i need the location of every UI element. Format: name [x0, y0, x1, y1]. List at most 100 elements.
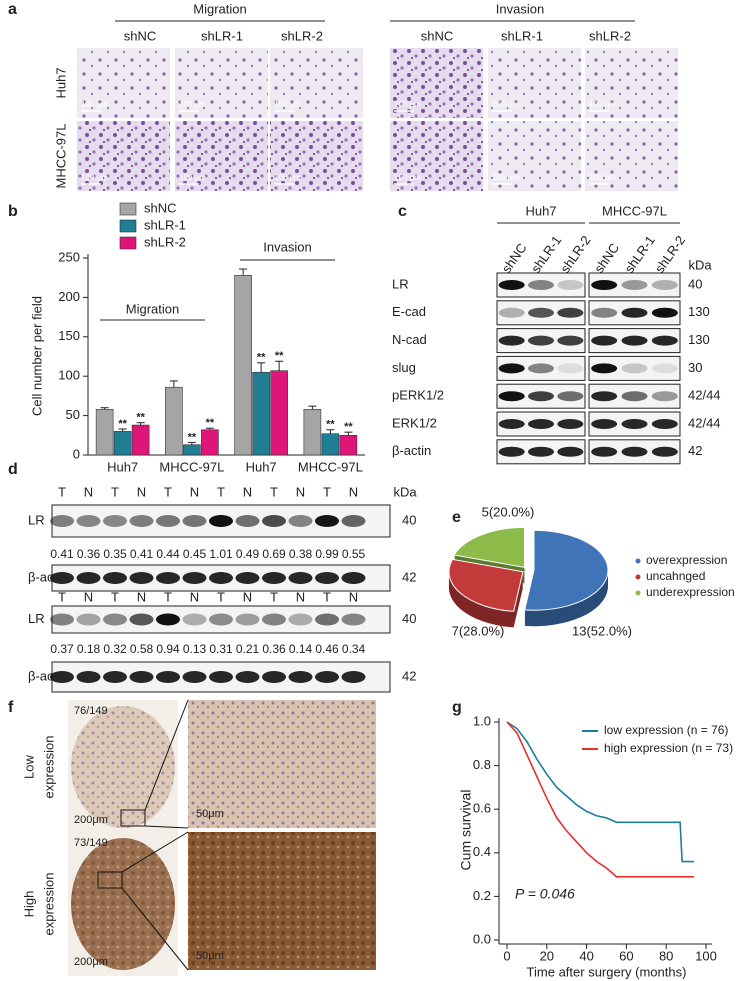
- band: [156, 572, 180, 584]
- zoom-image: [188, 700, 376, 828]
- lane-label: N: [190, 589, 199, 604]
- lane-label: T: [111, 484, 119, 499]
- lane-label: T: [58, 589, 66, 604]
- scale-bar-label: 100 μm: [179, 100, 206, 109]
- kda-label: 130: [688, 304, 710, 319]
- ratio-label: 1.01: [209, 547, 233, 561]
- blot-label: LR: [28, 512, 45, 527]
- band: [621, 307, 648, 318]
- band: [591, 446, 618, 457]
- survival-curve: [506, 721, 695, 878]
- band: [156, 671, 180, 683]
- zoom-line: [121, 887, 189, 971]
- legend-swatch: [119, 236, 137, 250]
- band: [528, 446, 554, 457]
- significance-marker: **: [275, 350, 284, 362]
- lane-label: N: [84, 589, 93, 604]
- band: [50, 671, 74, 683]
- y-tick-label: 100: [58, 368, 80, 383]
- panel-label: d: [8, 461, 18, 478]
- ratio-label: 0.37: [50, 642, 74, 656]
- slice-label: 13(52.0%): [572, 623, 632, 638]
- band: [315, 613, 339, 626]
- ratio-label: 0.18: [77, 642, 101, 656]
- x-tick-label: Huh7: [246, 459, 277, 474]
- band: [262, 671, 286, 683]
- bar: [201, 429, 219, 456]
- x-tick-label: 80: [659, 948, 673, 963]
- lane-label: T: [111, 589, 119, 604]
- y-tick-label: 0.4: [473, 844, 491, 859]
- lane-label: N: [137, 589, 146, 604]
- micrograph: [585, 121, 678, 191]
- micrograph: [175, 48, 268, 118]
- ratio-label: 0.21: [236, 642, 260, 656]
- band: [621, 363, 648, 374]
- band: [235, 515, 260, 527]
- y-tick-label: 0.0: [473, 931, 491, 946]
- band: [315, 572, 339, 584]
- legend-label: low expression (n = 76): [604, 723, 728, 737]
- blot-label: LR: [28, 611, 45, 626]
- band: [50, 613, 74, 626]
- scale-bar-label: 50μm: [196, 950, 224, 962]
- band: [182, 572, 207, 584]
- ratio-label: 0.14: [289, 642, 313, 656]
- bar: [321, 433, 340, 456]
- lane-label: T: [58, 484, 66, 499]
- band: [103, 671, 127, 683]
- y-axis-label: Cum survival: [458, 790, 474, 871]
- micrograph: [585, 48, 678, 118]
- bar: [95, 408, 114, 456]
- pie-slice: [524, 529, 609, 611]
- blot-label: pERK1/2: [392, 388, 444, 403]
- legend-label: underexpression: [646, 585, 735, 599]
- row-label: expression: [41, 873, 56, 936]
- band: [103, 613, 127, 626]
- micrograph: [77, 121, 170, 191]
- x-tick-label: 100: [695, 948, 717, 963]
- lane-label: shNC: [499, 240, 530, 275]
- band: [103, 515, 127, 527]
- band: [76, 613, 101, 626]
- lane-label: N: [296, 484, 305, 499]
- significance-marker: **: [257, 352, 266, 364]
- band: [76, 671, 101, 683]
- x-tick-label: Huh7: [107, 459, 138, 474]
- ratio-label: 0.41: [50, 547, 74, 561]
- lane-label: shLR-2: [557, 233, 593, 276]
- band: [341, 671, 366, 683]
- unit-label: kDa: [393, 484, 417, 499]
- lane-label: N: [296, 589, 305, 604]
- band: [528, 363, 554, 374]
- significance-marker: **: [344, 421, 353, 433]
- legend-label: shLR-2: [144, 234, 186, 249]
- band: [557, 307, 584, 318]
- band: [498, 363, 525, 374]
- lane-label: T: [217, 484, 225, 499]
- zoom-image: [188, 832, 376, 970]
- band: [651, 307, 678, 318]
- band: [209, 572, 233, 584]
- band: [651, 335, 678, 346]
- band: [557, 446, 584, 457]
- micrograph: [488, 121, 581, 191]
- band: [591, 280, 618, 290]
- kda-label: 40: [688, 276, 702, 291]
- micrograph: [270, 48, 363, 118]
- scale-bar-label: 100 μm: [589, 173, 616, 182]
- band: [651, 419, 678, 429]
- band: [288, 671, 313, 683]
- blot-label: ERK1/2: [392, 415, 437, 430]
- ratio-label: 0.99: [315, 547, 339, 561]
- legend-swatch: [119, 202, 137, 216]
- band: [528, 280, 554, 290]
- ratio-label: 0.41: [130, 547, 154, 561]
- significance-marker: **: [136, 412, 145, 424]
- panel-label: a: [8, 1, 17, 18]
- kda-label: 42: [402, 569, 416, 584]
- lane-label: N: [243, 484, 252, 499]
- scale-bar-label: 100 μm: [589, 100, 616, 109]
- band: [262, 572, 286, 584]
- cell-line-label: Huh7: [525, 203, 556, 218]
